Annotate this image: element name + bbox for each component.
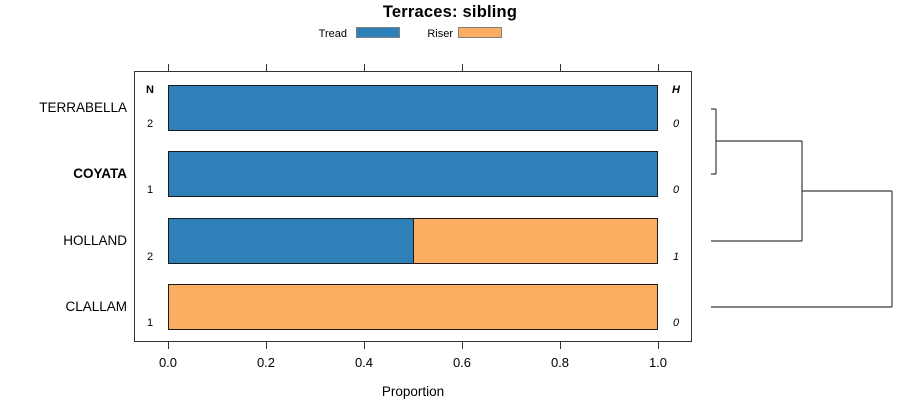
- x-axis-title: Proportion: [381, 384, 445, 399]
- x-axis-tick-label: 0.0: [158, 355, 178, 370]
- x-axis-tick-label: 1.0: [648, 355, 668, 370]
- x-axis-tick-top: [461, 64, 463, 71]
- x-axis-tick-top: [657, 64, 659, 71]
- bar: [168, 284, 658, 330]
- x-axis-tick-label: 0.8: [550, 355, 570, 370]
- legend-swatch-tread: [356, 27, 400, 38]
- row-label: COYATA: [73, 166, 127, 181]
- h-value: 0: [672, 118, 680, 130]
- bar: [168, 217, 658, 264]
- n-value: 1: [146, 184, 154, 196]
- x-axis-tick-top: [559, 64, 561, 71]
- h-value: 0: [672, 184, 680, 196]
- h-value: 1: [672, 250, 680, 263]
- bar-segment-tread: [169, 152, 657, 196]
- legend-swatch-riser: [458, 27, 502, 38]
- x-axis-tick-top: [265, 64, 267, 71]
- bar: [168, 151, 658, 197]
- row-label: CLALLAM: [65, 299, 127, 314]
- x-axis-tick-label: 0.6: [452, 355, 472, 370]
- bar: [168, 85, 658, 131]
- plot-area: [134, 71, 692, 342]
- bar-segment-riser: [169, 285, 657, 329]
- n-value: 2: [146, 118, 154, 130]
- x-axis-tick-bottom: [559, 342, 561, 349]
- n-value: 2: [146, 250, 154, 263]
- x-axis-tick-top: [167, 64, 169, 71]
- col-header-h: H: [672, 84, 680, 96]
- x-axis-tick-bottom: [461, 342, 463, 349]
- chart-title: Terraces: sibling: [382, 3, 518, 21]
- x-axis-tick-bottom: [265, 342, 267, 349]
- row-label: HOLLAND: [63, 232, 127, 248]
- legend-label-riser: Riser: [427, 28, 453, 40]
- h-value: 0: [672, 317, 680, 329]
- bar-segment-tread: [169, 218, 413, 263]
- legend-label-tread: Tread: [318, 28, 347, 40]
- x-axis-tick-top: [363, 64, 365, 71]
- x-axis-tick-bottom: [363, 342, 365, 349]
- x-axis-tick-bottom: [657, 342, 659, 349]
- x-axis-tick-bottom: [167, 342, 169, 349]
- bar-segment-tread: [169, 86, 657, 130]
- x-axis-tick-label: 0.4: [354, 355, 374, 370]
- n-value: 1: [146, 317, 154, 329]
- bar-segment-riser: [413, 218, 657, 263]
- x-axis-tick-label: 0.2: [256, 355, 276, 370]
- col-header-n: N: [146, 84, 154, 96]
- row-label: TERRABELLA: [39, 100, 127, 115]
